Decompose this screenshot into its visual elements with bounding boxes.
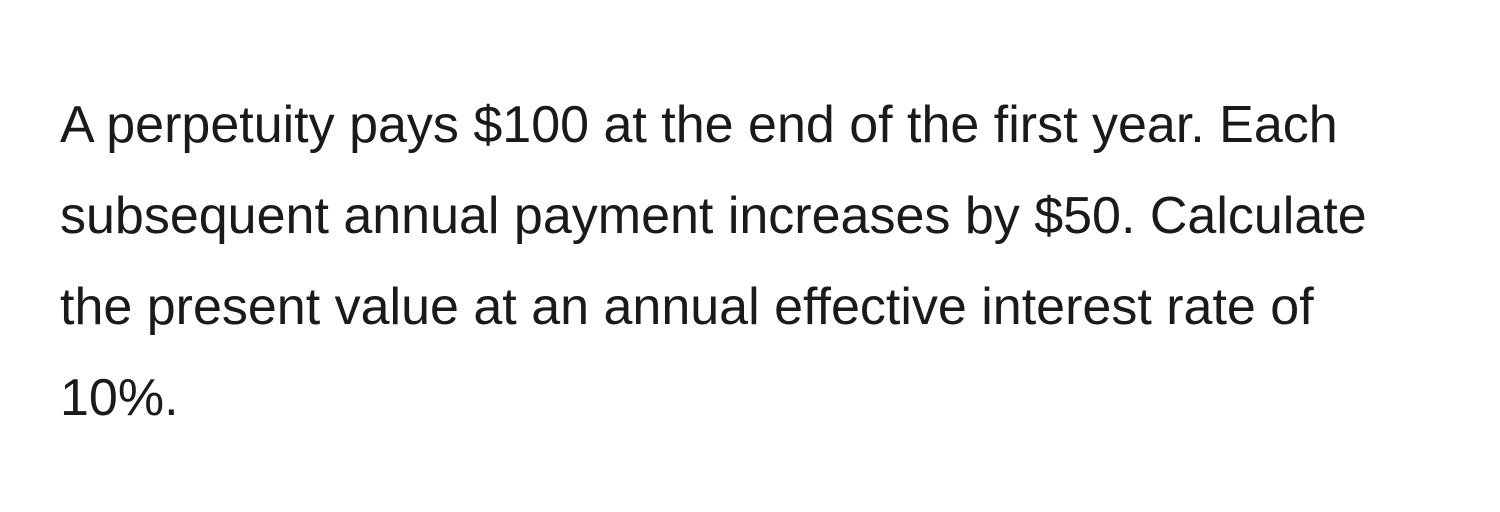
problem-container: A perpetuity pays $100 at the end of the… <box>0 0 1500 512</box>
problem-text: A perpetuity pays $100 at the end of the… <box>60 80 1440 444</box>
